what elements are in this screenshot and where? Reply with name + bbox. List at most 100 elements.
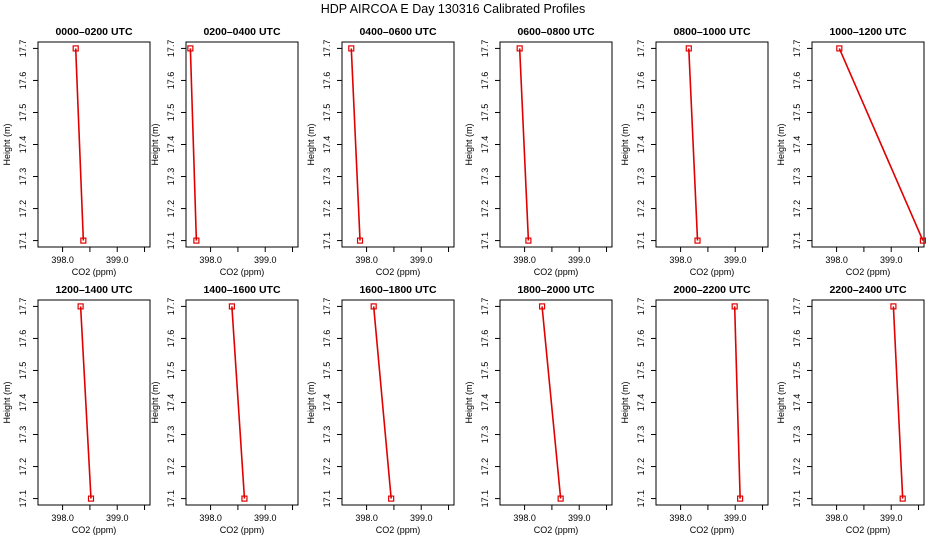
panel-title: 0200–0400 UTC [203, 26, 280, 38]
y-tick-label: 17.2 [636, 200, 646, 218]
y-tick-label: 17.1 [636, 232, 646, 250]
y-tick-label: 17.5 [792, 362, 802, 380]
profile-panel: 1600–1800 UTC 398.0 399.0 17.1 17.2 17.3 17.4 1… [306, 284, 455, 535]
data-point-marker [731, 303, 738, 310]
plot-frame [811, 41, 925, 248]
y-axis-label: Height (m) [620, 123, 630, 165]
panel-title: 1800–2000 UTC [517, 284, 594, 296]
plot-frame [499, 299, 613, 506]
y-axis-label: Height (m) [620, 381, 630, 423]
y-tick-label: 17.2 [322, 200, 332, 218]
y-tick-label: 17.7 [480, 40, 490, 58]
data-point-marker [557, 495, 564, 502]
y-tick-label: 17.5 [480, 104, 490, 122]
y-tick-label: 17.3 [322, 426, 332, 444]
data-point-marker [77, 303, 84, 310]
data-point-marker [694, 237, 701, 244]
x-tick-label: 398.0 [355, 513, 378, 523]
data-point-marker [356, 237, 364, 244]
y-tick-label: 17.1 [18, 490, 28, 508]
x-tick-label: 398.0 [513, 255, 536, 265]
y-tick-label: 17.1 [792, 490, 802, 508]
profile-panel: 0000–0200 UTC 398.0 399.0 17.1 17.2 17.3 17.4 1… [2, 26, 151, 277]
y-axis-label: Height (m) [776, 123, 786, 165]
x-axis-label: CO2 (ppm) [220, 525, 265, 535]
x-axis-label: CO2 (ppm) [846, 525, 891, 535]
y-tick-label: 17.5 [166, 104, 176, 122]
y-axis-label: Height (m) [2, 123, 12, 165]
y-tick-label: 17.4 [636, 394, 646, 412]
x-tick-label: 399.0 [880, 513, 903, 523]
y-tick-label: 17.7 [322, 40, 332, 58]
y-axis-label: Height (m) [2, 381, 12, 423]
data-point-marker [228, 303, 235, 310]
x-tick-label: 399.0 [568, 513, 591, 523]
x-tick-label: 398.0 [51, 513, 74, 523]
y-tick-label: 17.3 [636, 168, 646, 186]
y-tick-label: 17.6 [480, 330, 490, 348]
data-point-marker [685, 45, 692, 52]
y-tick-label: 17.7 [166, 298, 176, 316]
data-point-marker [348, 45, 355, 52]
x-tick-label: 399.0 [410, 513, 433, 523]
y-tick-label: 17.2 [480, 200, 490, 218]
x-tick-label: 398.0 [825, 513, 848, 523]
y-tick-label: 17.2 [792, 458, 802, 476]
y-tick-label: 17.3 [480, 426, 490, 444]
x-axis-label: CO2 (ppm) [690, 267, 735, 277]
y-tick-label: 17.5 [636, 362, 646, 380]
y-tick-label: 17.3 [792, 426, 802, 444]
data-point-marker [890, 303, 897, 310]
plot-frame [185, 41, 299, 248]
y-tick-label: 17.5 [480, 362, 490, 380]
profile-line [74, 48, 85, 241]
y-tick-label: 17.4 [18, 136, 28, 154]
y-tick-label: 17.4 [166, 394, 176, 412]
profile-line [892, 306, 904, 499]
plot-frame [37, 41, 151, 248]
y-tick-label: 17.5 [322, 104, 332, 122]
data-point-marker [899, 495, 906, 502]
x-tick-label: 398.0 [825, 255, 848, 265]
data-point-marker [370, 303, 377, 310]
x-axis-label: CO2 (ppm) [376, 267, 421, 277]
profile-panel: 0600–0800 UTC 398.0 399.0 17.1 17.2 17.3 17.4 1… [464, 26, 613, 277]
x-tick-label: 398.0 [669, 513, 692, 523]
profile-line [189, 48, 198, 241]
data-point-marker [241, 495, 248, 502]
y-tick-label: 17.5 [166, 362, 176, 380]
x-tick-label: 399.0 [106, 255, 129, 265]
y-tick-label: 17.3 [636, 426, 646, 444]
y-tick-label: 17.6 [322, 330, 332, 348]
x-tick-label: 399.0 [106, 513, 129, 523]
y-tick-label: 17.1 [166, 232, 176, 250]
x-tick-label: 399.0 [880, 255, 903, 265]
panel-title: 0600–0800 UTC [517, 26, 594, 38]
plot-frame [341, 299, 455, 506]
y-tick-label: 17.3 [322, 168, 332, 186]
y-axis-label: Height (m) [306, 123, 316, 165]
x-tick-label: 398.0 [199, 513, 222, 523]
y-tick-label: 17.4 [636, 136, 646, 154]
profile-line [231, 306, 246, 499]
y-tick-label: 17.1 [166, 490, 176, 508]
y-tick-label: 17.3 [792, 168, 802, 186]
y-tick-label: 17.1 [322, 490, 332, 508]
x-tick-label: 398.0 [669, 255, 692, 265]
y-tick-label: 17.4 [322, 394, 332, 412]
y-tick-label: 17.6 [322, 72, 332, 90]
plot-frame [655, 41, 769, 248]
y-tick-label: 17.4 [322, 136, 332, 154]
panel-title: 1600–1800 UTC [359, 284, 436, 296]
y-tick-label: 17.2 [18, 200, 28, 218]
data-point-marker [87, 495, 95, 502]
x-tick-label: 399.0 [724, 513, 747, 523]
plot-frame [655, 299, 769, 506]
y-tick-label: 17.4 [18, 394, 28, 412]
y-tick-label: 17.7 [18, 298, 28, 316]
x-axis-label: CO2 (ppm) [534, 525, 579, 535]
y-tick-label: 17.7 [792, 298, 802, 316]
panel-title: 0400–0600 UTC [359, 26, 436, 38]
y-tick-label: 17.2 [166, 458, 176, 476]
